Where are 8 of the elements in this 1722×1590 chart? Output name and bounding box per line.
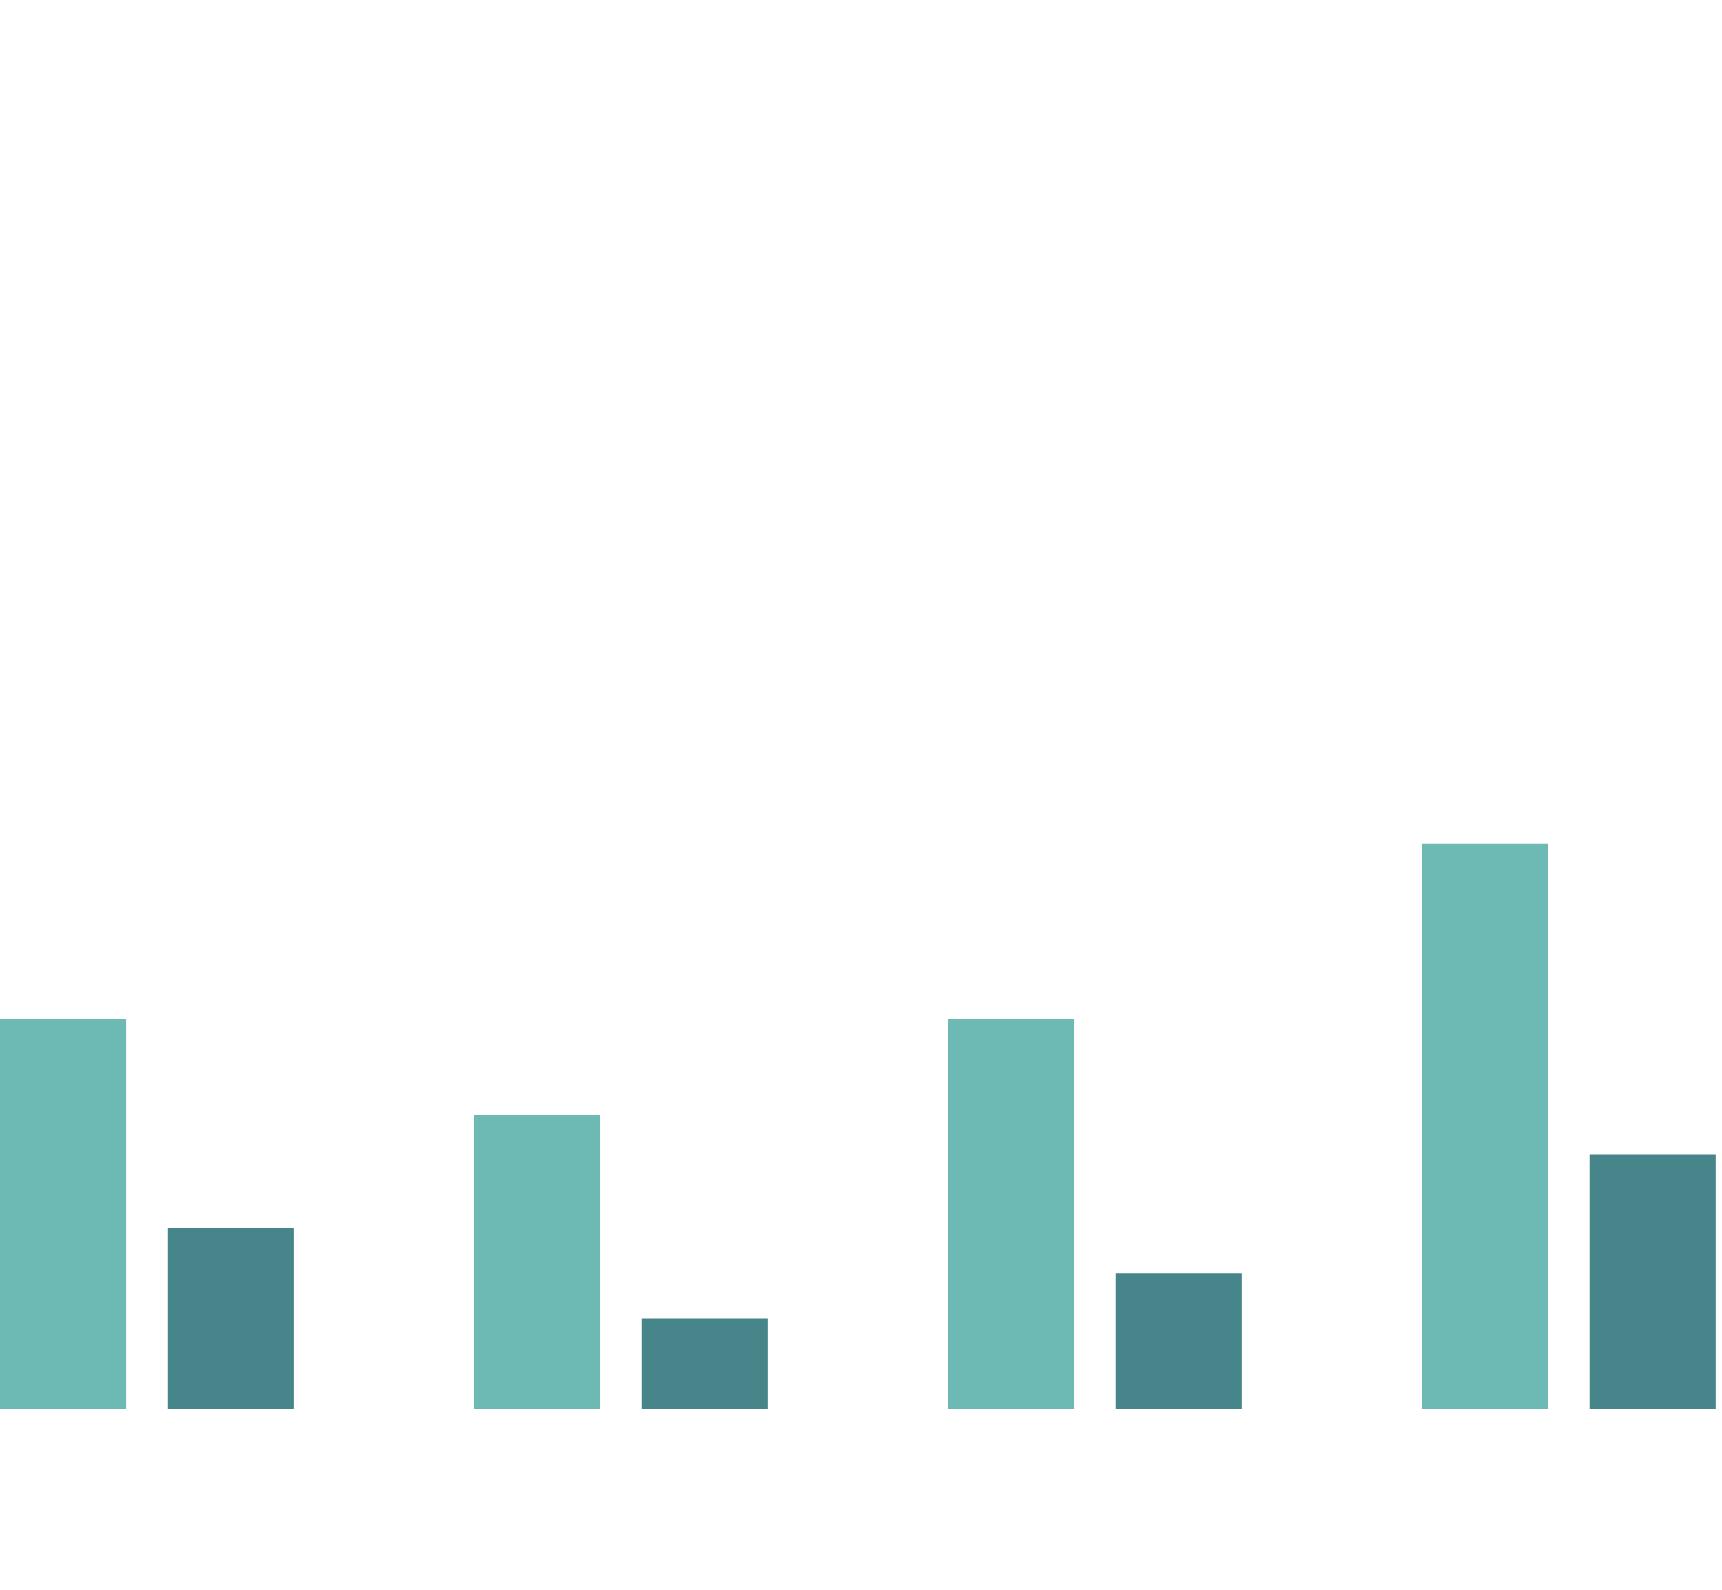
- bar: [167, 1228, 294, 1410]
- bar: [473, 1115, 601, 1410]
- bar: [1421, 843, 1549, 1410]
- bar: [1115, 1273, 1242, 1410]
- bar: [947, 1018, 1075, 1410]
- bar: [1589, 1154, 1716, 1410]
- bar: [641, 1318, 768, 1410]
- bar: [0, 1018, 127, 1410]
